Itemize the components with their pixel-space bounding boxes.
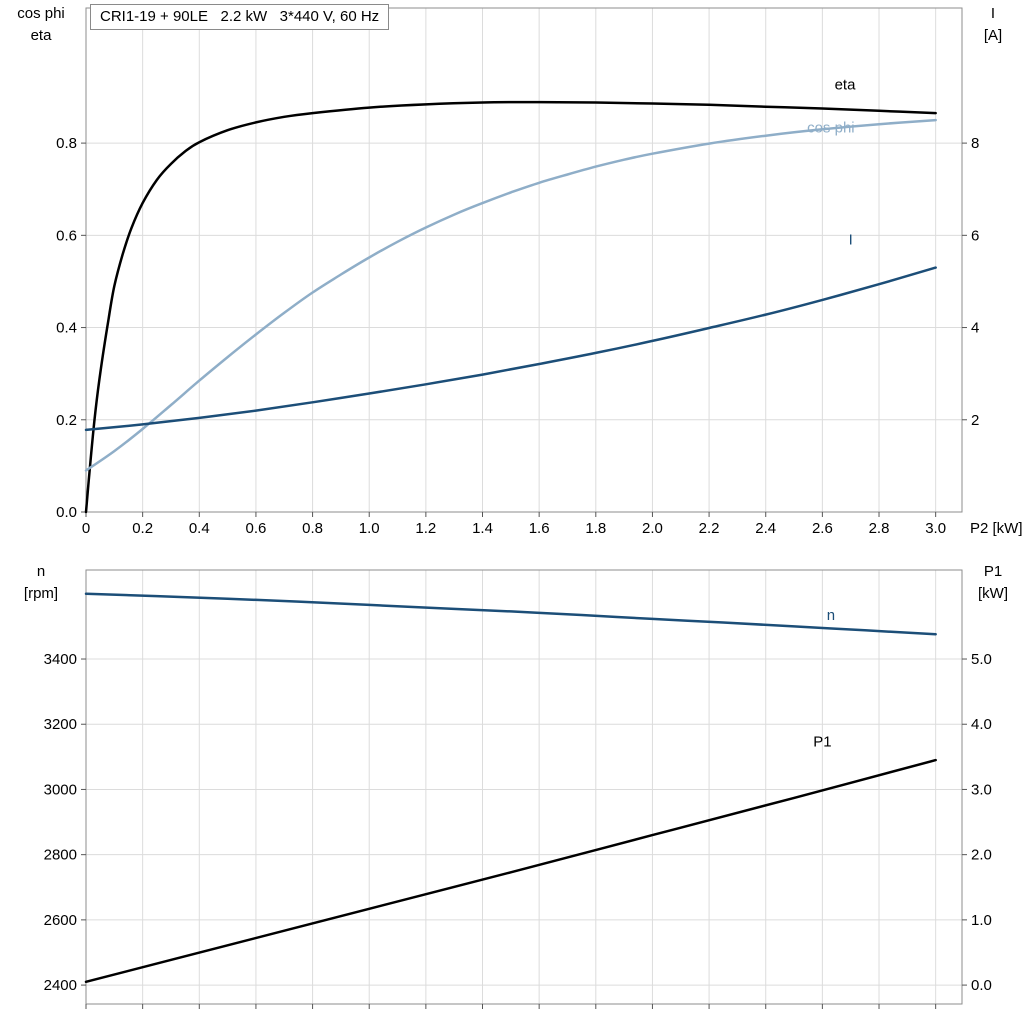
x-tick-label: 1.0 (359, 520, 380, 537)
right-tick-label: 4.0 (971, 716, 992, 733)
left-tick-label: 0.8 (56, 135, 77, 152)
right-axis-title: [A] (984, 27, 1002, 44)
x-tick-label: 0.6 (246, 520, 267, 537)
x-tick-label: 1.8 (585, 520, 606, 537)
left-axis-title: n (37, 563, 45, 580)
right-tick-label: 6 (971, 227, 979, 244)
left-tick-label: 3000 (44, 781, 77, 798)
plot-frame (85, 569, 963, 1005)
right-tick-label: 0.0 (971, 977, 992, 994)
speed-power-chart: 2400 2600 2800 3000 3200 3400 0.0 1.0 2.0 3.0 4.0 5… (24, 563, 1008, 1009)
left-tick-label: 2400 (44, 977, 77, 994)
x-tick-label: 0.2 (132, 520, 153, 537)
x-tick-label: 3.0 (925, 520, 946, 537)
right-tick-label: 2 (971, 412, 979, 429)
right-tick-label: 5.0 (971, 651, 992, 668)
right-axis-title: [kW] (978, 585, 1008, 602)
left-tick-label: 2800 (44, 847, 77, 864)
x-tick-label: 0.4 (189, 520, 210, 537)
right-axis-title: P1 (984, 563, 1002, 580)
right-tick-label: 8 (971, 135, 979, 152)
series-label-p1: P1 (813, 733, 831, 750)
x-tick-label: 1.6 (529, 520, 550, 537)
series-label-speed: n (827, 607, 835, 624)
left-axis-title: eta (31, 27, 53, 44)
series-label-cos-phi: cos phi (807, 120, 855, 137)
right-tick-label: 2.0 (971, 847, 992, 864)
left-tick-label: 0.2 (56, 412, 77, 429)
left-axis-title: cos phi (17, 5, 65, 22)
eta-cosphi-current-chart: 0 0.2 0.4 0.6 0.8 1.0 1.2 1.4 1.6 1.8 2.0 2.2 2.4 2.6… (17, 5, 1023, 537)
series-curve-cos-phi (84, 118, 937, 472)
right-tick-label: 4 (971, 320, 979, 337)
x-tick-label: 2.4 (755, 520, 776, 537)
x-tick-label: 0 (82, 520, 90, 537)
chart-title-box: CRI1-19 + 90LE 2.2 kW 3*440 V, 60 Hz (90, 4, 390, 30)
right-tick-label: 3.0 (971, 781, 992, 798)
x-tick-label: 2.0 (642, 520, 663, 537)
x-tick-label: 0.8 (302, 520, 323, 537)
right-tick-label: 1.0 (971, 912, 992, 929)
series-label-current: I (849, 232, 853, 249)
left-tick-label: 0.6 (56, 227, 77, 244)
left-tick-label: 2600 (44, 912, 77, 929)
left-tick-label: 0.0 (56, 504, 77, 521)
left-axis-title: [rpm] (24, 585, 58, 602)
left-tick-label: 3200 (44, 716, 77, 733)
left-tick-label: 0.4 (56, 320, 77, 337)
left-tick-label: 3400 (44, 651, 77, 668)
x-tick-label: 2.8 (869, 520, 890, 537)
x-tick-label: 1.4 (472, 520, 493, 537)
series-curve-speed (84, 592, 937, 636)
series-curve-p1 (84, 758, 937, 984)
x-tick-label: 1.2 (415, 520, 436, 537)
plot-frame (85, 7, 963, 513)
x-axis-title: P2 [kW] (970, 520, 1023, 537)
right-axis-title: I (991, 5, 995, 22)
series-curve-eta (84, 100, 937, 514)
x-tick-label: 2.6 (812, 520, 833, 537)
series-curve-current (84, 266, 937, 432)
x-tick-label: 2.2 (699, 520, 720, 537)
series-label-eta: eta (835, 77, 857, 94)
